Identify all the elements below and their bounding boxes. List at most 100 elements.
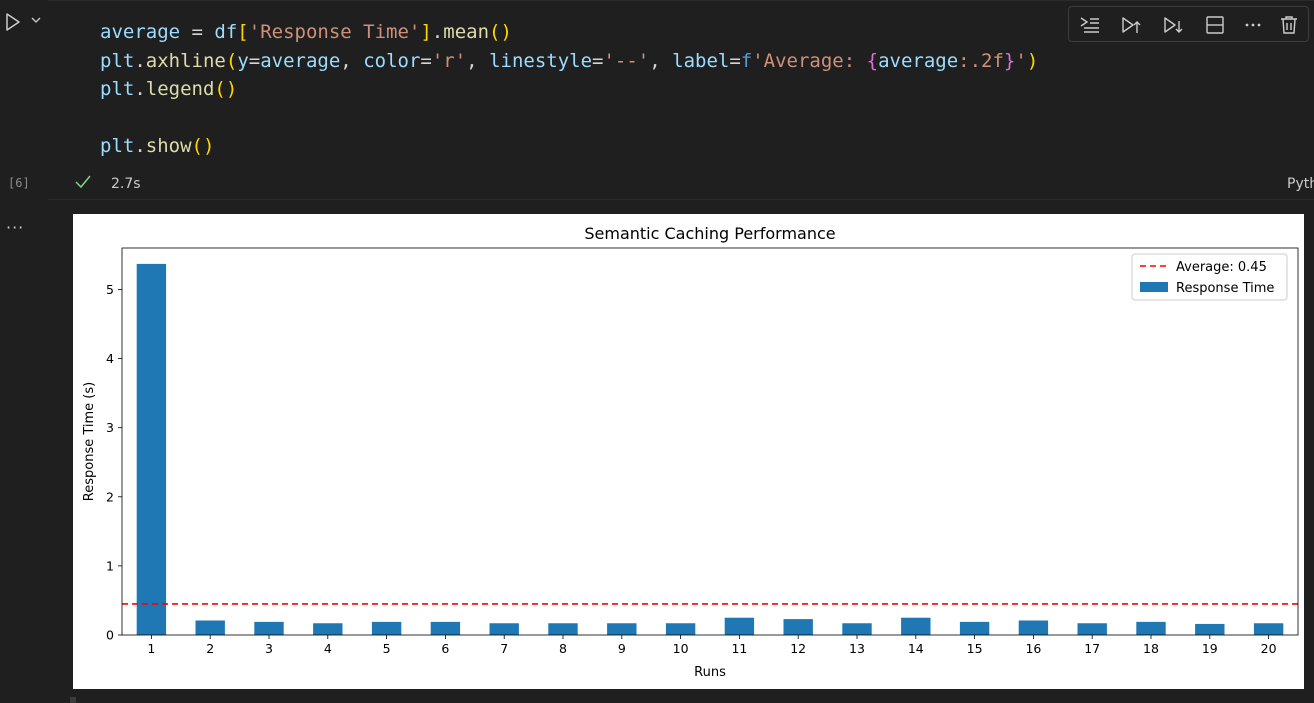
code-line: plt.legend() bbox=[100, 75, 1038, 104]
code-token: . bbox=[134, 135, 146, 157]
run-cell-icon[interactable] bbox=[4, 12, 22, 32]
chart-bar bbox=[313, 623, 343, 635]
code-token: average bbox=[260, 49, 341, 72]
delete-cell-icon[interactable] bbox=[1277, 13, 1301, 37]
legend-bar-swatch bbox=[1140, 282, 1168, 292]
code-token: plt bbox=[100, 135, 135, 157]
chart-bar bbox=[842, 623, 872, 635]
x-tick-label: 3 bbox=[265, 641, 273, 656]
code-token: df bbox=[214, 21, 238, 43]
execution-duration: 2.7s bbox=[111, 176, 141, 192]
code-line: plt.show() bbox=[100, 132, 1038, 161]
code-token: plt bbox=[100, 78, 135, 100]
code-token: . bbox=[134, 49, 146, 72]
x-tick-label: 14 bbox=[908, 641, 924, 656]
chart-bar bbox=[489, 623, 519, 635]
code-token: linestyle bbox=[489, 49, 593, 72]
x-tick-label: 17 bbox=[1084, 641, 1100, 656]
chart-bar bbox=[665, 623, 696, 635]
code-token: , bbox=[649, 49, 673, 72]
code-token: { bbox=[866, 49, 879, 72]
x-tick-label: 16 bbox=[1025, 641, 1041, 656]
x-tick-label: 18 bbox=[1143, 641, 1159, 656]
check-icon bbox=[75, 175, 91, 189]
x-tick-label: 6 bbox=[441, 641, 449, 656]
y-tick-label: 4 bbox=[106, 351, 114, 366]
code-token: ' bbox=[1015, 49, 1027, 72]
code-token: show bbox=[145, 135, 192, 157]
code-token: = bbox=[248, 49, 261, 72]
y-tick-label: 1 bbox=[106, 558, 114, 573]
chart-bar bbox=[724, 617, 755, 635]
code-token: () bbox=[214, 78, 238, 100]
x-tick-label: 1 bbox=[147, 641, 155, 656]
execute-below-icon[interactable] bbox=[1161, 13, 1185, 37]
code-token: = bbox=[420, 49, 432, 72]
code-editor[interactable]: average = df['Response Time'].mean() plt.… bbox=[100, 18, 1038, 161]
chart-bar bbox=[371, 621, 402, 635]
code-token: :.2f bbox=[958, 49, 1004, 72]
x-tick-label: 12 bbox=[790, 641, 806, 656]
split-cell-icon[interactable] bbox=[1203, 13, 1227, 37]
chevron-down-icon[interactable] bbox=[30, 14, 42, 26]
code-token: '--' bbox=[603, 49, 650, 72]
code-token: () bbox=[489, 21, 512, 43]
code-token: [ bbox=[237, 21, 249, 43]
scroll-marker bbox=[70, 697, 76, 703]
notebook-cell: average = df['Response Time'].mean() plt.… bbox=[0, 0, 1314, 200]
chart-bar bbox=[136, 263, 167, 635]
legend-average-label: Average: 0.45 bbox=[1176, 260, 1267, 275]
code-token: 'Average: bbox=[752, 49, 867, 72]
more-actions-icon[interactable] bbox=[1241, 13, 1265, 37]
x-tick-label: 5 bbox=[383, 641, 391, 656]
x-tick-label: 13 bbox=[849, 641, 865, 656]
chart-bar bbox=[607, 623, 637, 635]
code-token: 'Response Time' bbox=[248, 21, 421, 43]
code-token: label bbox=[672, 49, 730, 72]
x-tick-label: 2 bbox=[206, 641, 214, 656]
output-more-actions-button[interactable]: ··· bbox=[6, 218, 25, 237]
code-token: , bbox=[340, 49, 364, 72]
y-tick-label: 5 bbox=[106, 282, 114, 297]
chart-bar bbox=[195, 620, 225, 635]
y-tick-label: 0 bbox=[106, 628, 114, 643]
code-token: f bbox=[740, 49, 753, 72]
code-line: plt.axhline(y=average, color='r', linest… bbox=[100, 47, 1038, 76]
chart-bar bbox=[959, 621, 990, 635]
x-tick-label: 9 bbox=[618, 641, 626, 656]
chart-bar bbox=[1253, 623, 1284, 635]
legend-box bbox=[1131, 253, 1288, 301]
y-axis-label: Response Time (s) bbox=[82, 382, 97, 501]
x-tick-label: 7 bbox=[500, 641, 508, 656]
code-token: ( bbox=[225, 49, 238, 72]
cell-toolbar bbox=[1068, 6, 1309, 42]
code-token: ] bbox=[420, 21, 432, 43]
x-tick-label: 10 bbox=[673, 641, 689, 656]
execution-count: [6] bbox=[8, 176, 30, 190]
chart-bar bbox=[1077, 623, 1107, 635]
execute-above-icon[interactable] bbox=[1119, 13, 1143, 37]
x-tick-label: 4 bbox=[324, 641, 332, 656]
code-token: plt bbox=[100, 49, 135, 72]
code-token: = bbox=[592, 49, 604, 72]
legend-bar-label: Response Time bbox=[1176, 281, 1274, 296]
x-tick-label: 8 bbox=[559, 641, 567, 656]
y-tick-label: 2 bbox=[106, 489, 114, 504]
chart-bar bbox=[1018, 620, 1049, 635]
code-token: () bbox=[191, 135, 215, 157]
code-token: . bbox=[431, 21, 444, 43]
code-line: average = df['Response Time'].mean() bbox=[100, 18, 1038, 47]
cell-output: Semantic Caching Performance 1 2 3 4 5 6 7 8 9 10 1… bbox=[73, 214, 1304, 689]
code-token: average bbox=[878, 49, 959, 72]
chart-bar bbox=[254, 621, 284, 635]
kernel-language-label[interactable]: Pyth bbox=[1287, 176, 1314, 192]
code-token: ) bbox=[1026, 49, 1039, 72]
code-token: , bbox=[466, 49, 490, 72]
code-token: legend bbox=[145, 78, 215, 100]
run-by-line-icon[interactable] bbox=[1078, 13, 1102, 37]
code-token: } bbox=[1003, 49, 1016, 72]
code-token: color bbox=[363, 49, 421, 72]
x-tick-label: 15 bbox=[967, 641, 983, 656]
code-token: mean bbox=[443, 21, 490, 43]
